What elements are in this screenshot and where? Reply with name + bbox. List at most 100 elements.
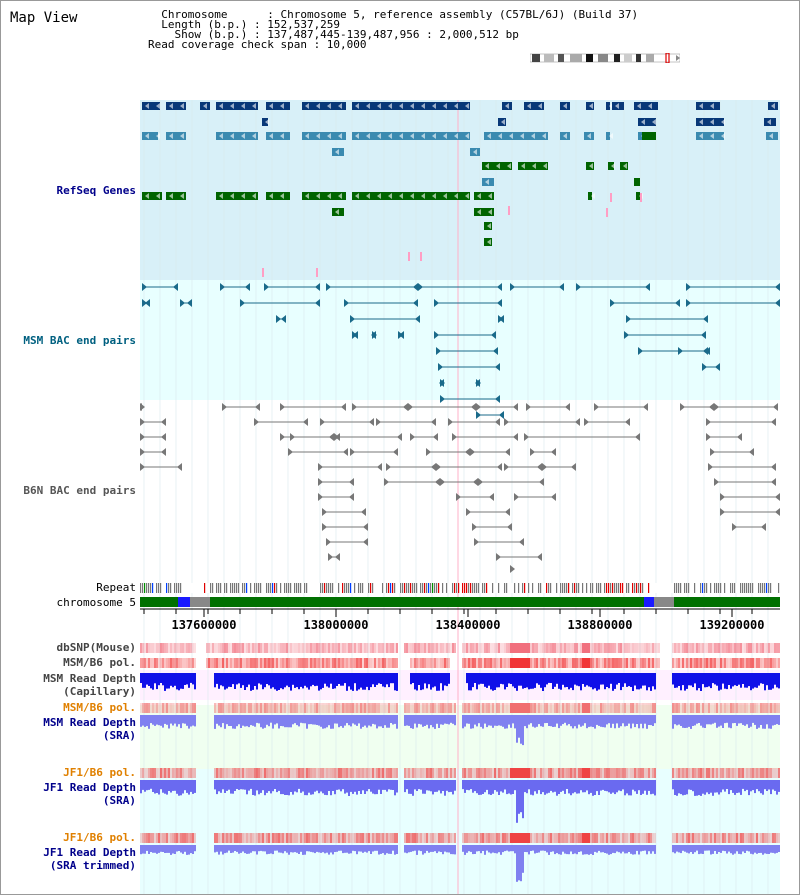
read-depth-bin — [216, 780, 218, 795]
read-depth-bin — [440, 845, 442, 852]
pink-mark — [508, 206, 510, 215]
read-depth-bin — [262, 845, 264, 852]
read-depth-bin — [310, 845, 312, 852]
read-depth-bin — [722, 715, 724, 728]
read-depth-bin — [516, 673, 518, 691]
read-depth-bin — [246, 673, 248, 688]
read-depth-bin — [532, 673, 534, 689]
polymorphism-bin — [188, 768, 190, 778]
polymorphism-bin — [242, 703, 244, 713]
label-repeat[interactable]: Repeat — [96, 581, 136, 594]
genome-tracks-svg[interactable]: 137600000 138000000 138400000 138800000 1392… — [140, 96, 780, 894]
label-jf1-read-depth-trimmed-1[interactable]: JF1 Read Depth — [43, 846, 136, 859]
read-depth-bin — [344, 845, 346, 853]
polymorphism-bin — [294, 703, 296, 713]
polymorphism-bin — [394, 658, 396, 668]
polymorphism-bin — [580, 833, 582, 843]
label-msm-b6-pol-sra[interactable]: MSM/B6 pol. — [63, 701, 136, 714]
read-depth-bin — [716, 845, 718, 854]
label-msm-read-depth-capillary-1[interactable]: MSM Read Depth — [43, 672, 136, 685]
polymorphism-bin — [410, 643, 412, 653]
read-depth-bin — [436, 673, 438, 691]
axis-tick-label-4: 139200000 — [699, 618, 764, 632]
read-depth-bin — [430, 845, 432, 852]
repeat-feature — [734, 583, 736, 593]
polymorphism-bin — [188, 703, 190, 713]
msm-sra-bg — [140, 705, 780, 769]
polymorphism-bin — [164, 658, 166, 668]
polymorphism-bin — [386, 658, 388, 668]
polymorphism-bin — [712, 703, 714, 713]
read-depth-bin — [522, 673, 524, 689]
read-depth-bin — [714, 780, 716, 793]
label-msm-bac-end-pairs[interactable]: MSM BAC end pairs — [23, 334, 136, 347]
read-depth-bin — [252, 780, 254, 795]
bac-end-marker — [497, 299, 502, 307]
polymorphism-bin — [748, 658, 750, 668]
read-depth-bin — [306, 715, 308, 729]
label-jf1-b6-pol-trimmed[interactable]: JF1/B6 pol. — [63, 831, 136, 844]
polymorphism-bin — [176, 833, 178, 843]
read-depth-bin — [424, 845, 426, 854]
polymorphism-bin — [240, 768, 242, 778]
read-depth-bin — [646, 845, 648, 855]
read-depth-bin — [348, 673, 350, 687]
label-msm-b6-pol[interactable]: MSM/B6 pol. — [63, 656, 136, 669]
polymorphism-bin — [218, 703, 220, 713]
read-depth-bin — [470, 673, 472, 691]
chromosome-ideogram[interactable] — [530, 53, 680, 63]
polymorphism-bin — [388, 833, 390, 843]
read-depth-bin — [374, 780, 376, 795]
gene-strand-arrow — [487, 239, 491, 245]
polymorphism-bin — [318, 833, 320, 843]
gene-strand-arrow — [699, 133, 703, 139]
polymorphism-bin — [434, 643, 436, 653]
polymorphism-bin — [502, 833, 504, 843]
read-depth-bin — [236, 715, 238, 727]
read-depth-bin — [350, 845, 352, 854]
polymorphism-bin — [160, 643, 162, 653]
read-depth-bin — [518, 780, 520, 814]
read-depth-bin — [276, 780, 278, 793]
polymorphism-bin — [454, 833, 456, 843]
polymorphism-bin — [242, 643, 244, 653]
polymorphism-bin — [428, 658, 430, 668]
read-depth-bin — [638, 845, 640, 855]
polymorphism-bin — [764, 833, 766, 843]
bac-end-marker — [510, 565, 515, 573]
polymorphism-bin — [158, 643, 160, 653]
bac-end-marker — [537, 553, 542, 561]
polymorphism-bin — [300, 833, 302, 843]
label-refseq-genes[interactable]: RefSeq Genes — [56, 184, 136, 197]
read-depth-bin — [148, 845, 150, 854]
read-depth-bin — [278, 715, 280, 729]
read-depth-bin — [732, 780, 734, 793]
polymorphism-bin — [304, 658, 306, 668]
region-info: Chromosome : Chromosome 5, reference ass… — [148, 9, 638, 50]
read-depth-bin — [194, 673, 196, 690]
repeat-feature — [280, 583, 282, 593]
read-depth-bin — [542, 780, 544, 793]
bac-end-marker — [288, 448, 293, 456]
label-b6n-bac-end-pairs[interactable]: B6N BAC end pairs — [23, 484, 136, 497]
bac-end-marker — [315, 299, 320, 307]
polymorphism-bin — [286, 703, 288, 713]
repeat-feature — [328, 583, 330, 593]
label-chromosome[interactable]: chromosome 5 — [56, 596, 136, 609]
polymorphism-bin — [678, 833, 680, 843]
label-msm-read-depth-sra-1[interactable]: MSM Read Depth — [43, 716, 136, 729]
read-depth-bin — [520, 715, 522, 744]
polymorphism-bin — [256, 833, 258, 843]
label-jf1-b6-pol[interactable]: JF1/B6 pol. — [63, 766, 136, 779]
track-canvas[interactable]: 137600000 138000000 138400000 138800000 1392… — [140, 96, 780, 894]
gene-strand-arrow — [169, 193, 173, 199]
label-jf1-read-depth-sra-1[interactable]: JF1 Read Depth — [43, 781, 136, 794]
bac-end-marker — [140, 448, 145, 456]
bac-end-marker — [254, 418, 259, 426]
gene-strand-arrow — [521, 163, 525, 169]
polymorphism-bin — [214, 833, 216, 843]
polymorphism-bin — [498, 703, 500, 713]
label-dbsnp[interactable]: dbSNP(Mouse) — [56, 641, 136, 654]
polymorphism-bin — [414, 643, 416, 653]
read-depth-bin — [572, 715, 574, 729]
